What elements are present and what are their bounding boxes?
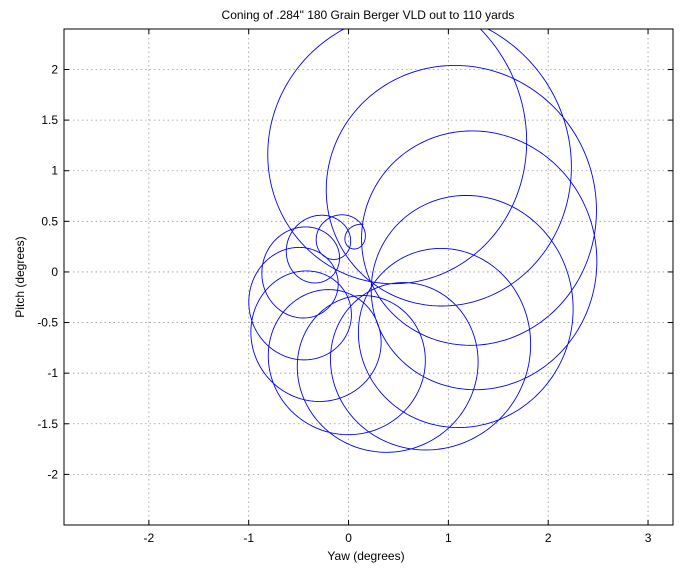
x-tick-label: -2 — [144, 531, 155, 545]
x-tick-label: 0 — [345, 531, 352, 545]
y-tick-label: -1.5 — [37, 417, 58, 431]
y-tick-label: -2 — [47, 467, 58, 481]
curve-layer — [248, 29, 598, 453]
x-tick-label: 3 — [645, 531, 652, 545]
x-tick-labels: -2 -1 0 1 2 3 — [144, 531, 652, 545]
x-axis-label: Yaw (degrees) — [327, 549, 404, 563]
chart-title: Coning of .284" 180 Grain Berger VLD out… — [222, 8, 515, 22]
ticks — [64, 29, 673, 525]
x-tick-label: 2 — [545, 531, 552, 545]
x-tick-label: -1 — [243, 531, 254, 545]
y-tick-label: -1 — [47, 366, 58, 380]
y-tick-label: -0.5 — [37, 316, 58, 330]
coning-series-line — [248, 29, 598, 453]
y-tick-label: 2 — [51, 62, 58, 76]
y-tick-labels: 2 1.5 1 0.5 0 -0.5 -1 -1.5 -2 — [37, 62, 58, 481]
y-tick-label: 0 — [51, 265, 58, 279]
y-tick-label: 0.5 — [41, 214, 58, 228]
y-tick-label: 1 — [51, 164, 58, 178]
y-axis-label: Pitch (degrees) — [13, 236, 27, 317]
plot-frame — [63, 28, 674, 526]
y-tick-label: 1.5 — [41, 113, 58, 127]
x-tick-label: 1 — [445, 531, 452, 545]
grid — [64, 29, 673, 525]
